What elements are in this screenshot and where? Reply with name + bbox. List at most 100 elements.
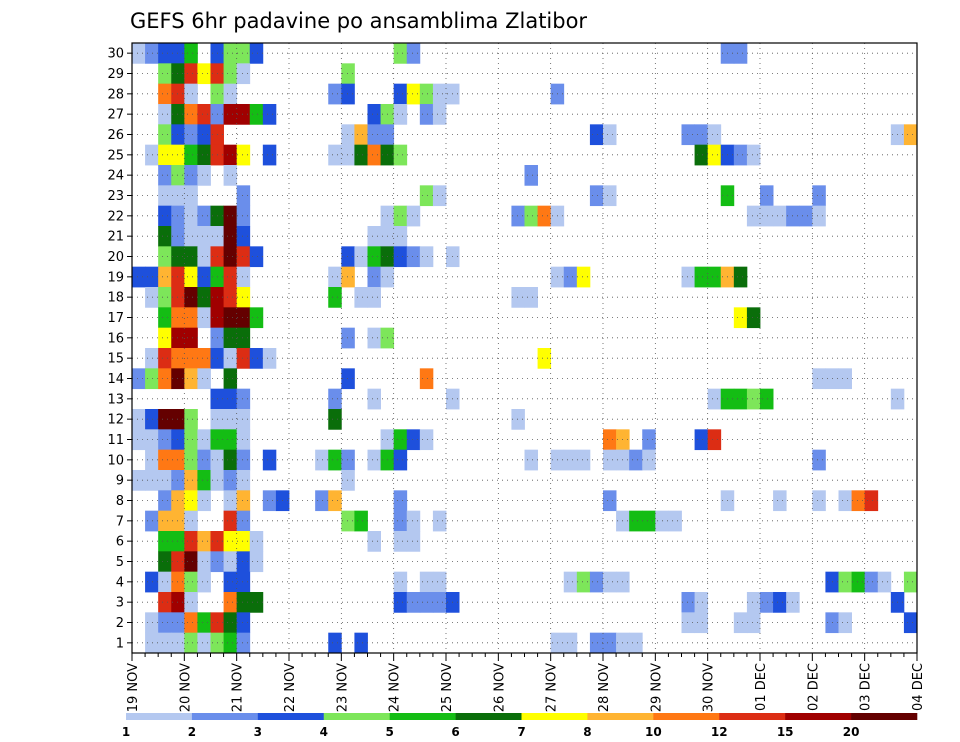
heatmap-cell <box>184 551 198 573</box>
heatmap-cell <box>406 531 421 552</box>
heatmap-cell <box>760 185 774 207</box>
heatmap-cell <box>158 83 172 105</box>
heatmap-cell <box>773 490 787 512</box>
heatmap-cell <box>158 592 172 613</box>
heatmap-cell <box>524 205 538 227</box>
x-tick-label: 26 NOV <box>492 663 507 712</box>
heatmap-cell <box>223 266 238 288</box>
heatmap-cell <box>132 368 146 390</box>
heatmap-cell <box>838 571 852 593</box>
heatmap-cell <box>249 592 264 613</box>
heatmap-cell <box>197 449 211 471</box>
heatmap-cell <box>511 205 525 227</box>
heatmap-cell <box>328 83 342 105</box>
colorbar-swatch <box>191 713 259 720</box>
colorbar-label: 4 <box>320 725 328 739</box>
heatmap-cell <box>812 449 826 471</box>
y-tick-label: 3 <box>116 596 124 611</box>
heatmap-cell <box>733 43 748 64</box>
heatmap-cell <box>223 226 238 247</box>
heatmap-cell <box>184 490 198 512</box>
heatmap-cell <box>158 510 172 532</box>
heatmap-cell <box>328 449 342 471</box>
heatmap-cell <box>236 287 251 308</box>
heatmap-cell <box>315 490 329 512</box>
y-tick-label: 10 <box>107 453 124 468</box>
heatmap-cell <box>419 368 434 390</box>
heatmap-cell <box>733 307 748 329</box>
heatmap-cell <box>393 510 408 532</box>
heatmap-cell <box>223 307 238 329</box>
heatmap-cell <box>760 205 774 227</box>
heatmap-cell <box>184 124 198 146</box>
heatmap-cell <box>903 612 918 634</box>
heatmap-cell <box>223 348 238 369</box>
heatmap-cell <box>406 205 421 227</box>
heatmap-cell <box>184 449 198 471</box>
heatmap-cell <box>354 124 368 146</box>
y-tick-label: 25 <box>107 148 124 163</box>
heatmap-cell <box>158 104 172 125</box>
heatmap-cell <box>158 226 172 247</box>
chart-title: GEFS 6hr padavine po ansamblima Zlatibor <box>130 9 587 33</box>
heatmap-cell <box>603 571 617 593</box>
heatmap-cell <box>158 327 172 349</box>
heatmap-cell <box>812 490 826 512</box>
heatmap-cell <box>145 510 159 532</box>
heatmap-cell <box>249 307 264 329</box>
heatmap-cell <box>406 592 421 613</box>
heatmap-cell <box>184 226 198 247</box>
colorbar-label: 12 <box>711 725 728 739</box>
heatmap-cell <box>419 104 434 125</box>
heatmap-cell <box>642 449 656 471</box>
heatmap-cell <box>197 571 211 593</box>
heatmap-cell <box>328 287 342 308</box>
heatmap-cell <box>576 571 591 593</box>
x-tick-label: 22 NOV <box>283 663 298 712</box>
heatmap-cell <box>236 449 251 471</box>
heatmap-cell <box>223 165 238 186</box>
heatmap-cell <box>145 43 159 64</box>
heatmap-cell <box>576 449 591 471</box>
heatmap-cell <box>393 144 408 166</box>
heatmap-cell <box>681 266 695 288</box>
x-axis: 19 NOV 20 NOV 21 NOV 22 NOV 23 NOV 24 NOV 25 N… <box>126 653 926 712</box>
heatmap-cell <box>393 449 408 471</box>
heatmap-cell <box>328 144 342 166</box>
heatmap-cell <box>341 368 355 390</box>
y-tick-label: 21 <box>107 230 124 245</box>
heatmap-cell <box>158 246 172 268</box>
heatmap-cell <box>838 490 852 512</box>
heatmap-cell <box>432 571 447 593</box>
heatmap-cell <box>145 571 159 593</box>
heatmap-cell <box>158 165 172 186</box>
heatmap-cell <box>603 632 617 654</box>
heatmap-cell <box>328 388 342 410</box>
heatmap-cell <box>812 205 826 227</box>
heatmap-cell <box>197 205 211 227</box>
heatmap-cell <box>799 205 813 227</box>
x-tick-label: 03 DEC <box>859 663 874 711</box>
y-tick-label: 30 <box>107 47 124 62</box>
heatmap-cell <box>236 409 251 430</box>
heatmap-cell <box>158 348 172 369</box>
heatmap-cell <box>158 531 172 552</box>
heatmap-cell <box>694 429 709 451</box>
heatmap-cell <box>589 185 604 207</box>
heatmap-cell <box>419 429 434 451</box>
heatmap-cell <box>223 470 238 491</box>
y-tick-label: 28 <box>107 87 124 102</box>
colorbar-label: 7 <box>517 725 525 739</box>
heatmap-cell <box>419 185 434 207</box>
heatmap-cell <box>838 612 852 634</box>
heatmap-cell <box>184 165 198 186</box>
heatmap-cell <box>145 266 159 288</box>
x-tick-label: 25 NOV <box>440 663 455 712</box>
heatmap-cell <box>236 388 251 410</box>
heatmap-cell <box>760 388 774 410</box>
heatmap-cell <box>563 632 578 654</box>
heatmap-cell <box>432 185 447 207</box>
heatmap-cell <box>603 124 617 146</box>
heatmap-cell <box>694 592 709 613</box>
heatmap-cell <box>642 429 656 451</box>
